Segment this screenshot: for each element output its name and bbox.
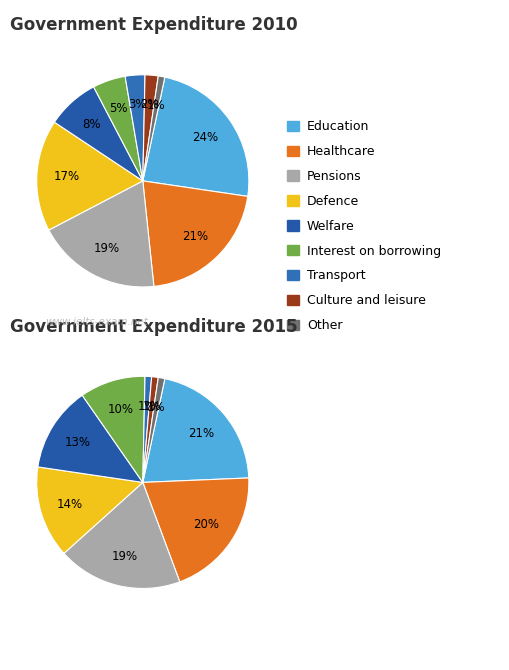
Text: 1%: 1% bbox=[142, 400, 160, 413]
Wedge shape bbox=[37, 467, 143, 553]
Wedge shape bbox=[37, 122, 143, 230]
Wedge shape bbox=[143, 379, 248, 482]
Text: 10%: 10% bbox=[107, 403, 133, 416]
Text: Government Expenditure 2015: Government Expenditure 2015 bbox=[10, 318, 297, 336]
Text: 19%: 19% bbox=[94, 242, 120, 255]
Wedge shape bbox=[143, 75, 158, 181]
Wedge shape bbox=[64, 482, 180, 588]
Text: 1%: 1% bbox=[147, 401, 165, 414]
Text: 13%: 13% bbox=[65, 436, 91, 449]
Wedge shape bbox=[143, 377, 151, 482]
Legend: Education, Healthcare, Pensions, Defence, Welfare, Interest on borrowing, Transp: Education, Healthcare, Pensions, Defence… bbox=[286, 120, 440, 332]
Text: Government Expenditure 2010: Government Expenditure 2010 bbox=[10, 16, 297, 34]
Text: 19%: 19% bbox=[111, 550, 137, 563]
Text: 21%: 21% bbox=[188, 427, 214, 440]
Wedge shape bbox=[54, 87, 143, 181]
Text: 8%: 8% bbox=[82, 118, 101, 131]
Wedge shape bbox=[143, 478, 248, 582]
Text: 1%: 1% bbox=[147, 99, 165, 113]
Wedge shape bbox=[49, 181, 154, 287]
Wedge shape bbox=[143, 76, 164, 181]
Wedge shape bbox=[143, 377, 164, 482]
Text: 5%: 5% bbox=[109, 102, 127, 115]
Text: 24%: 24% bbox=[192, 131, 218, 144]
Wedge shape bbox=[82, 377, 145, 482]
Wedge shape bbox=[143, 377, 158, 482]
Wedge shape bbox=[94, 76, 143, 181]
Text: 3%: 3% bbox=[128, 98, 146, 111]
Wedge shape bbox=[143, 181, 247, 286]
Text: 14%: 14% bbox=[56, 498, 82, 511]
Text: 20%: 20% bbox=[193, 518, 219, 531]
Wedge shape bbox=[38, 395, 143, 482]
Text: 1%: 1% bbox=[137, 399, 156, 413]
Wedge shape bbox=[143, 77, 248, 196]
Text: 17%: 17% bbox=[53, 170, 79, 184]
Text: 2%: 2% bbox=[139, 98, 158, 111]
Text: www.ielts-exam.net: www.ielts-exam.net bbox=[45, 317, 148, 327]
Wedge shape bbox=[125, 75, 145, 181]
Text: 21%: 21% bbox=[182, 230, 208, 243]
